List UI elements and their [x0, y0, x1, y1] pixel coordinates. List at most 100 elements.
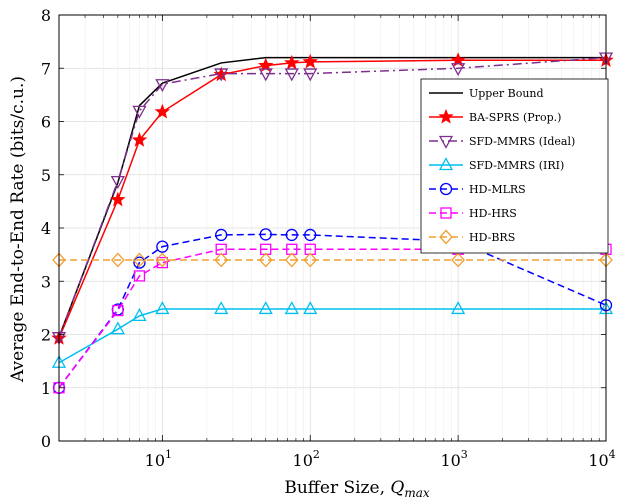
x-tick-label-exponent: 3: [461, 448, 468, 461]
legend: Upper Bound BA-SPRS (Prop.) SFD-MMRS (Idea…: [420, 78, 609, 254]
data-point-square: [133, 270, 146, 282]
legend-item: Upper Bound: [429, 87, 544, 100]
data-point-triangle-down: [451, 63, 466, 77]
data-point-diamond: [303, 252, 318, 268]
y-tick-label: 4: [41, 219, 51, 238]
legend-label: SFD-MMRS (IRI): [469, 159, 564, 172]
data-point-circle: [304, 228, 317, 242]
series-line: [58, 59, 606, 339]
legend-item: BA-SPRS (Prop.): [429, 108, 561, 124]
data-point-star: [131, 132, 148, 147]
x-tick-label: 101: [145, 448, 172, 470]
y-tick-label: 7: [41, 59, 51, 78]
data-point-star: [213, 66, 229, 82]
data-point-diamond: [439, 229, 453, 245]
data-point-triangle-up: [214, 301, 229, 315]
y-tick-label: 6: [41, 113, 51, 132]
legend-label: HD-BRS: [469, 231, 515, 244]
x-tick-label-base: 10: [293, 451, 313, 470]
data-point-triangle-up: [284, 301, 299, 315]
data-point-square: [112, 304, 124, 317]
x-tick-label-exponent: 2: [313, 448, 320, 461]
data-point-diamond: [214, 252, 229, 268]
data-point-triangle-down: [303, 68, 318, 82]
y-axis-label: Average End-to-End Rate (bits/c.u.): [8, 76, 28, 383]
x-tick-label: 103: [440, 448, 467, 470]
data-point-triangle-down: [214, 68, 229, 82]
x-axis-label-subscript: max: [404, 486, 430, 500]
data-point-triangle-down: [438, 135, 454, 149]
y-tick-label: 5: [41, 166, 51, 185]
x-tick-label: 104: [588, 448, 615, 470]
data-point-circle: [439, 182, 453, 196]
data-point-triangle-up: [258, 301, 273, 315]
legend-label: Upper Bound: [469, 87, 544, 100]
legend-label: HD-MLRS: [469, 183, 526, 196]
data-point-triangle-up: [155, 301, 170, 315]
series-2: [51, 52, 614, 346]
legend-item: HD-BRS: [429, 229, 515, 245]
data-point-triangle-up: [132, 308, 147, 322]
x-tick-label-base: 10: [440, 451, 460, 470]
series-6: [52, 252, 613, 268]
series-layer: [51, 52, 614, 394]
x-tick-labels: 101 102 103 104: [145, 448, 616, 470]
x-tick-label-base: 10: [145, 451, 165, 470]
series-line: [58, 56, 606, 338]
y-tick-labels: 0 1 2 3 4 5 6 7 8: [41, 6, 51, 451]
data-point-triangle-down: [132, 105, 147, 119]
legend-box: [420, 78, 609, 254]
y-tick-label: 3: [41, 272, 51, 291]
data-point-star: [302, 53, 318, 69]
data-point-circle: [259, 228, 272, 241]
x-tick-label: 102: [293, 448, 320, 470]
data-point-square: [156, 256, 169, 269]
data-point-diamond: [155, 252, 170, 268]
data-point-triangle-up: [451, 301, 466, 315]
data-point-triangle-up: [110, 321, 125, 335]
data-point-diamond: [284, 252, 299, 268]
legend-item: SFD-MMRS (Ideal): [429, 135, 575, 149]
x-axis-label: Buffer Size, Qmax: [284, 478, 430, 500]
x-axis-label-text: Buffer Size,: [284, 478, 390, 498]
data-point-star: [284, 54, 300, 70]
data-point-triangle-up: [303, 301, 318, 315]
y-tick-label: 0: [41, 432, 51, 451]
data-point-square: [440, 207, 452, 219]
series-4: [52, 228, 613, 394]
data-point-star: [154, 103, 171, 119]
data-point-star: [438, 108, 454, 124]
data-point-diamond: [451, 252, 466, 268]
data-point-diamond: [132, 252, 147, 268]
x-axis-label-symbol: Q: [390, 478, 404, 498]
data-point-star: [110, 191, 126, 207]
y-tick-label: 2: [41, 326, 51, 345]
series-line: [58, 308, 606, 364]
legend-label: SFD-MMRS (Ideal): [469, 135, 575, 148]
x-tick-label-exponent: 4: [609, 448, 616, 461]
y-tick-label: 1: [41, 379, 51, 398]
data-point-circle: [215, 228, 228, 242]
data-point-circle: [156, 240, 169, 253]
data-point-triangle-down: [284, 68, 299, 82]
data-point-triangle-up: [438, 157, 454, 171]
x-tick-label-exponent: 1: [165, 448, 172, 461]
data-point-triangle-down: [258, 68, 273, 82]
data-point-triangle-down: [155, 79, 170, 93]
legend-item: SFD-MMRS (IRI): [429, 157, 564, 172]
legend-label: HD-HRS: [469, 207, 517, 220]
series-line: [58, 233, 607, 389]
legend-item: HD-MLRS: [429, 182, 526, 196]
y-tick-label: 8: [41, 6, 51, 25]
legend-item: HD-HRS: [429, 207, 517, 220]
legend-label: BA-SPRS (Prop.): [469, 111, 561, 124]
data-point-diamond: [258, 252, 273, 268]
series-line: [58, 56, 607, 338]
data-point-circle: [133, 256, 146, 269]
data-point-triangle-down: [110, 175, 125, 189]
x-tick-label-base: 10: [588, 451, 608, 470]
series-0: [58, 56, 606, 338]
data-point-diamond: [110, 252, 125, 268]
series-line: [58, 248, 606, 389]
